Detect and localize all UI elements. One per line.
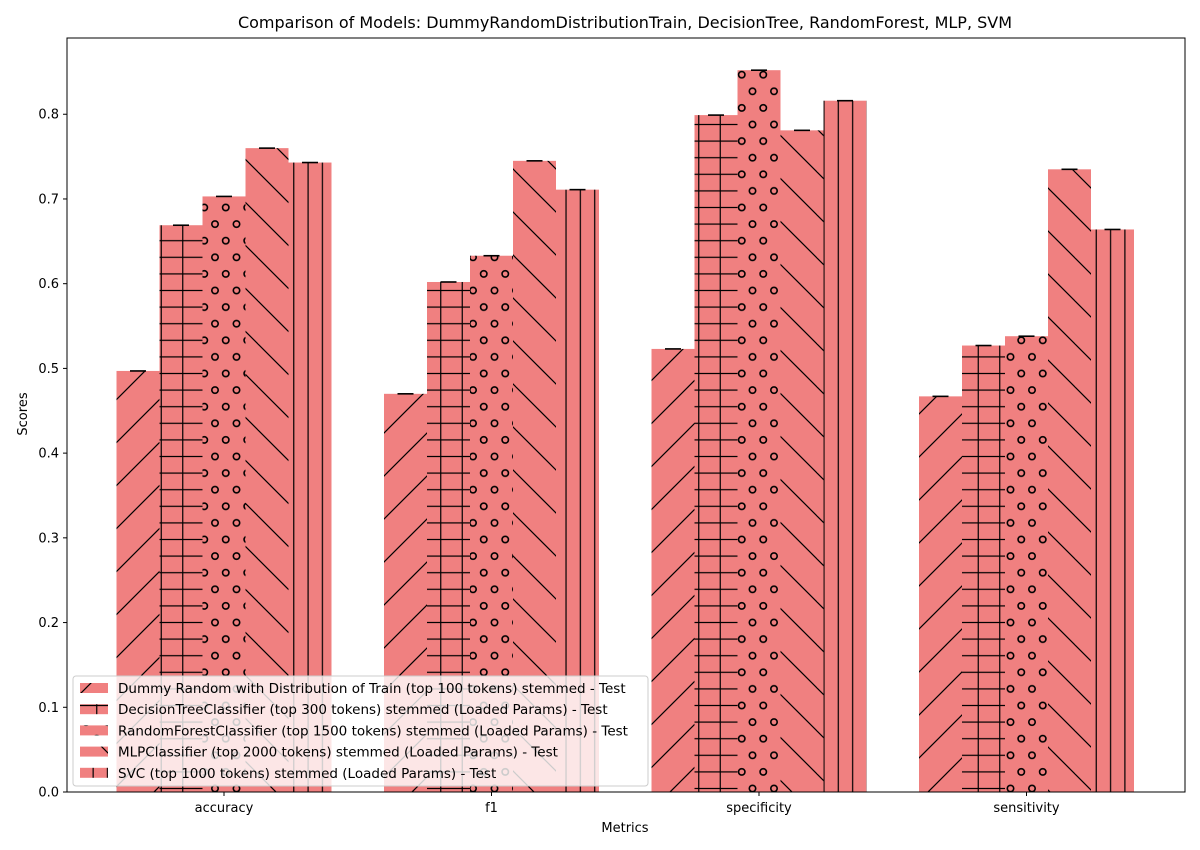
chart-title: Comparison of Models: DummyRandomDistrib… — [238, 13, 1012, 32]
legend-entry-label: RandomForestClassifier (top 1500 tokens)… — [118, 723, 628, 739]
x-tick-label: accuracy — [195, 801, 254, 816]
x-tick-label: f1 — [485, 801, 498, 816]
y-tick-label: 0.7 — [38, 192, 59, 207]
y-axis-label: Scores — [16, 392, 31, 435]
bar-specificity-series-2 — [694, 115, 738, 793]
y-tick-label: 0.6 — [38, 277, 59, 292]
x-tick-label: sensitivity — [993, 801, 1060, 816]
legend-swatch — [80, 704, 108, 715]
axes-layer: 0.0 0.1 0.2 0.3 0.4 0.5 0.6 0.7 0.8 accuracy f1 spe… — [38, 37, 1186, 816]
y-tick-label: 0.3 — [38, 531, 59, 546]
bar-specificity-series-5 — [823, 100, 867, 792]
bar-sensitivity-series-5 — [1091, 229, 1134, 793]
plot-frame — [66, 37, 1186, 793]
bar-specificity-series-1 — [651, 348, 695, 792]
y-tick-label: 0.8 — [38, 108, 59, 123]
legend-box — [72, 675, 649, 787]
bar-sensitivity-series-2 — [962, 345, 1005, 792]
legend-entry-label: SVC (top 1000 tokens) stemmed (Loaded Pa… — [118, 766, 496, 782]
y-tick-label: 0.1 — [38, 701, 59, 716]
y-tick-label: 0.4 — [38, 447, 59, 462]
y-tick-label: 0.5 — [38, 362, 59, 377]
y-tick-label: 0.0 — [38, 786, 59, 801]
legend-swatch — [80, 683, 108, 693]
x-axis-label: Metrics — [601, 821, 648, 836]
legend-entry-label: DecisionTreeClassifier (top 300 tokens) … — [118, 702, 608, 718]
legend-swatch — [80, 767, 108, 778]
legend: Dummy Random with Distribution of Train … — [72, 675, 649, 787]
legend-swatch — [80, 746, 108, 757]
bar-sensitivity-series-1 — [919, 396, 962, 792]
bar-sensitivity-series-3 — [1005, 336, 1048, 792]
bar-sensitivity-series-4 — [1048, 169, 1091, 793]
bar-specificity-series-4 — [780, 130, 824, 793]
legend-entry-label: Dummy Random with Distribution of Train … — [118, 681, 626, 697]
legend-entry-label: MLPClassifier (top 2000 tokens) stemmed … — [118, 745, 558, 761]
x-tick-label: specificity — [726, 801, 792, 816]
legend-swatch — [80, 725, 108, 736]
bar-specificity-series-3 — [737, 70, 781, 793]
y-tick-label: 0.2 — [38, 616, 59, 631]
